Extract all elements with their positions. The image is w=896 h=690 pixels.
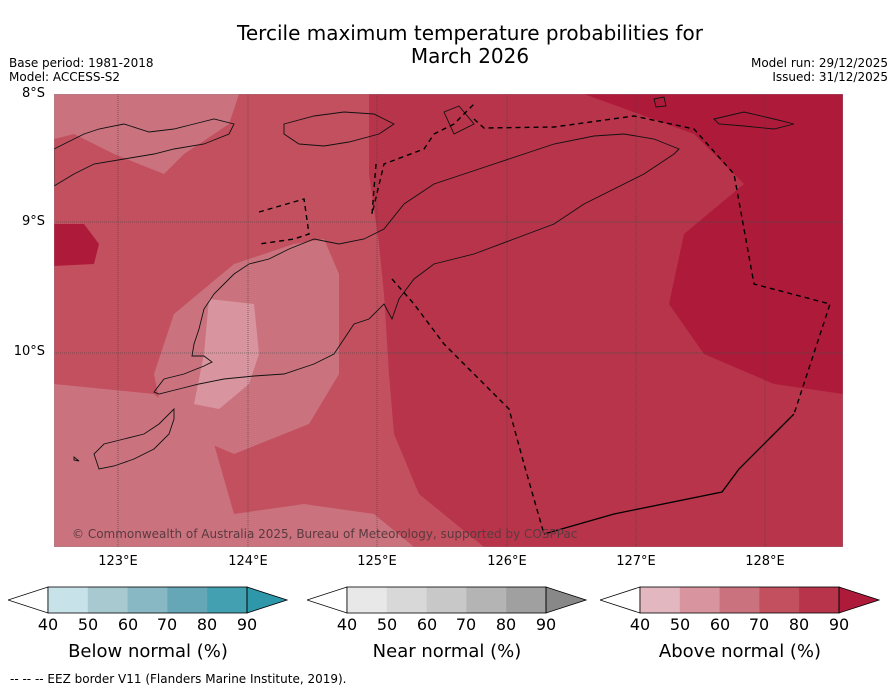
lon-label-123e: 123°E xyxy=(98,554,138,569)
probability-map: © Commonwealth of Australia 2025, Bureau… xyxy=(54,94,843,547)
model-run: Model run: 29/12/2025 xyxy=(750,56,888,70)
colorbar-segment xyxy=(347,587,388,613)
islet-coast xyxy=(653,96,667,108)
colorbar-segment xyxy=(386,587,428,613)
base-period: Base period: 1981-2018 xyxy=(9,56,154,70)
eez-border-north xyxy=(371,103,475,215)
model-name: Model: ACCESS-S2 xyxy=(9,70,121,84)
lat-label-9s: 9°S xyxy=(21,214,45,229)
map-title-line2: March 2026 xyxy=(410,44,530,68)
eez-borders xyxy=(258,103,831,535)
colorbar-segment xyxy=(466,587,507,613)
lon-label-127e: 127°E xyxy=(616,554,656,569)
flores-coast xyxy=(54,118,235,187)
colorbar-segment xyxy=(719,587,760,613)
graticule xyxy=(54,94,843,547)
colorbar-near-normal-frame xyxy=(346,586,547,614)
colorbar-below-normal-extend-low xyxy=(8,586,49,614)
colorbar-near-normal-extend-high xyxy=(545,586,587,614)
cb0-tick: 80 xyxy=(196,615,218,634)
colorbar-above-normal-extend-high xyxy=(838,586,880,614)
eez-footnote: -- -- -- EEZ border V11 (Flanders Marine… xyxy=(10,672,347,686)
eez-border-enclave xyxy=(258,198,310,245)
colorbar-segment xyxy=(127,587,168,613)
copyright-text: © Commonwealth of Australia 2025, Bureau… xyxy=(72,527,577,541)
rote-coast xyxy=(93,407,175,470)
cb2-tick: 80 xyxy=(788,615,810,634)
map-title-line1: Tercile maximum temperature probabilitie… xyxy=(237,21,703,45)
contour-60-south xyxy=(54,384,414,547)
cb0-tick: 70 xyxy=(156,615,178,634)
cb0-tick: 60 xyxy=(117,615,139,634)
colorbar-segment xyxy=(640,587,681,613)
cb2-tick: 90 xyxy=(828,615,850,634)
alor-coast xyxy=(283,111,395,147)
cb2-tick: 70 xyxy=(748,615,770,634)
colorbar-near-normal-title: Near normal (%) xyxy=(372,641,522,662)
colorbar-segment xyxy=(426,587,467,613)
colorbar-segment xyxy=(799,587,840,613)
colorbar-above-normal-frame xyxy=(639,586,840,614)
cb2-tick: 50 xyxy=(669,615,691,634)
colorbar-below-normal-extend-high xyxy=(246,586,288,614)
colorbar-near-normal-extend-low xyxy=(307,586,348,614)
colorbar-above-normal-title: Above normal (%) xyxy=(658,641,822,662)
cb1-tick: 60 xyxy=(416,615,438,634)
eez-border-east xyxy=(473,115,831,415)
lat-label-8s: 8°S xyxy=(21,86,45,101)
colorbar-above-normal-extend-low xyxy=(600,586,641,614)
cb1-tick: 90 xyxy=(535,615,557,634)
eez-border-south xyxy=(391,278,545,535)
lon-label-124e: 124°E xyxy=(228,554,268,569)
lon-label-125e: 125°E xyxy=(357,554,397,569)
contour-90-east xyxy=(584,94,843,394)
lon-label-128e: 128°E xyxy=(745,554,785,569)
colorbar-segment xyxy=(506,587,547,613)
colorbar-near-normal xyxy=(307,586,587,614)
eez-border-solid xyxy=(543,413,795,535)
colorbar-segment xyxy=(87,587,129,613)
issued-date: Issued: 31/12/2025 xyxy=(772,70,888,84)
colorbar-above-normal xyxy=(600,586,880,614)
contour-60-north xyxy=(54,94,239,174)
cb1-tick: 70 xyxy=(455,615,477,634)
cb0-tick: 90 xyxy=(236,615,258,634)
colorbar-segment xyxy=(48,587,89,613)
timor-coast xyxy=(153,133,680,395)
colorbar-below-normal-title: Below normal (%) xyxy=(68,641,228,662)
cb0-tick: 50 xyxy=(77,615,99,634)
colorbar-below-normal xyxy=(8,586,288,614)
lon-label-126e: 126°E xyxy=(487,554,527,569)
tanimbar-coast xyxy=(713,111,795,130)
wetar-coast xyxy=(443,105,475,135)
cb2-tick: 40 xyxy=(629,615,651,634)
colorbar-segment xyxy=(679,587,721,613)
cb1-tick: 40 xyxy=(336,615,358,634)
ndao-coast xyxy=(73,456,80,462)
colorbar-segment xyxy=(167,587,208,613)
cb2-tick: 60 xyxy=(709,615,731,634)
coastlines xyxy=(54,96,795,470)
colorbar-segment xyxy=(759,587,800,613)
lat-label-10s: 10°S xyxy=(13,344,45,359)
cb1-tick: 50 xyxy=(376,615,398,634)
colorbar-below-normal-frame xyxy=(47,586,248,614)
cb0-tick: 40 xyxy=(37,615,59,634)
cb1-tick: 80 xyxy=(495,615,517,634)
contour-90-west xyxy=(54,224,99,266)
colorbar-segment xyxy=(207,587,248,613)
